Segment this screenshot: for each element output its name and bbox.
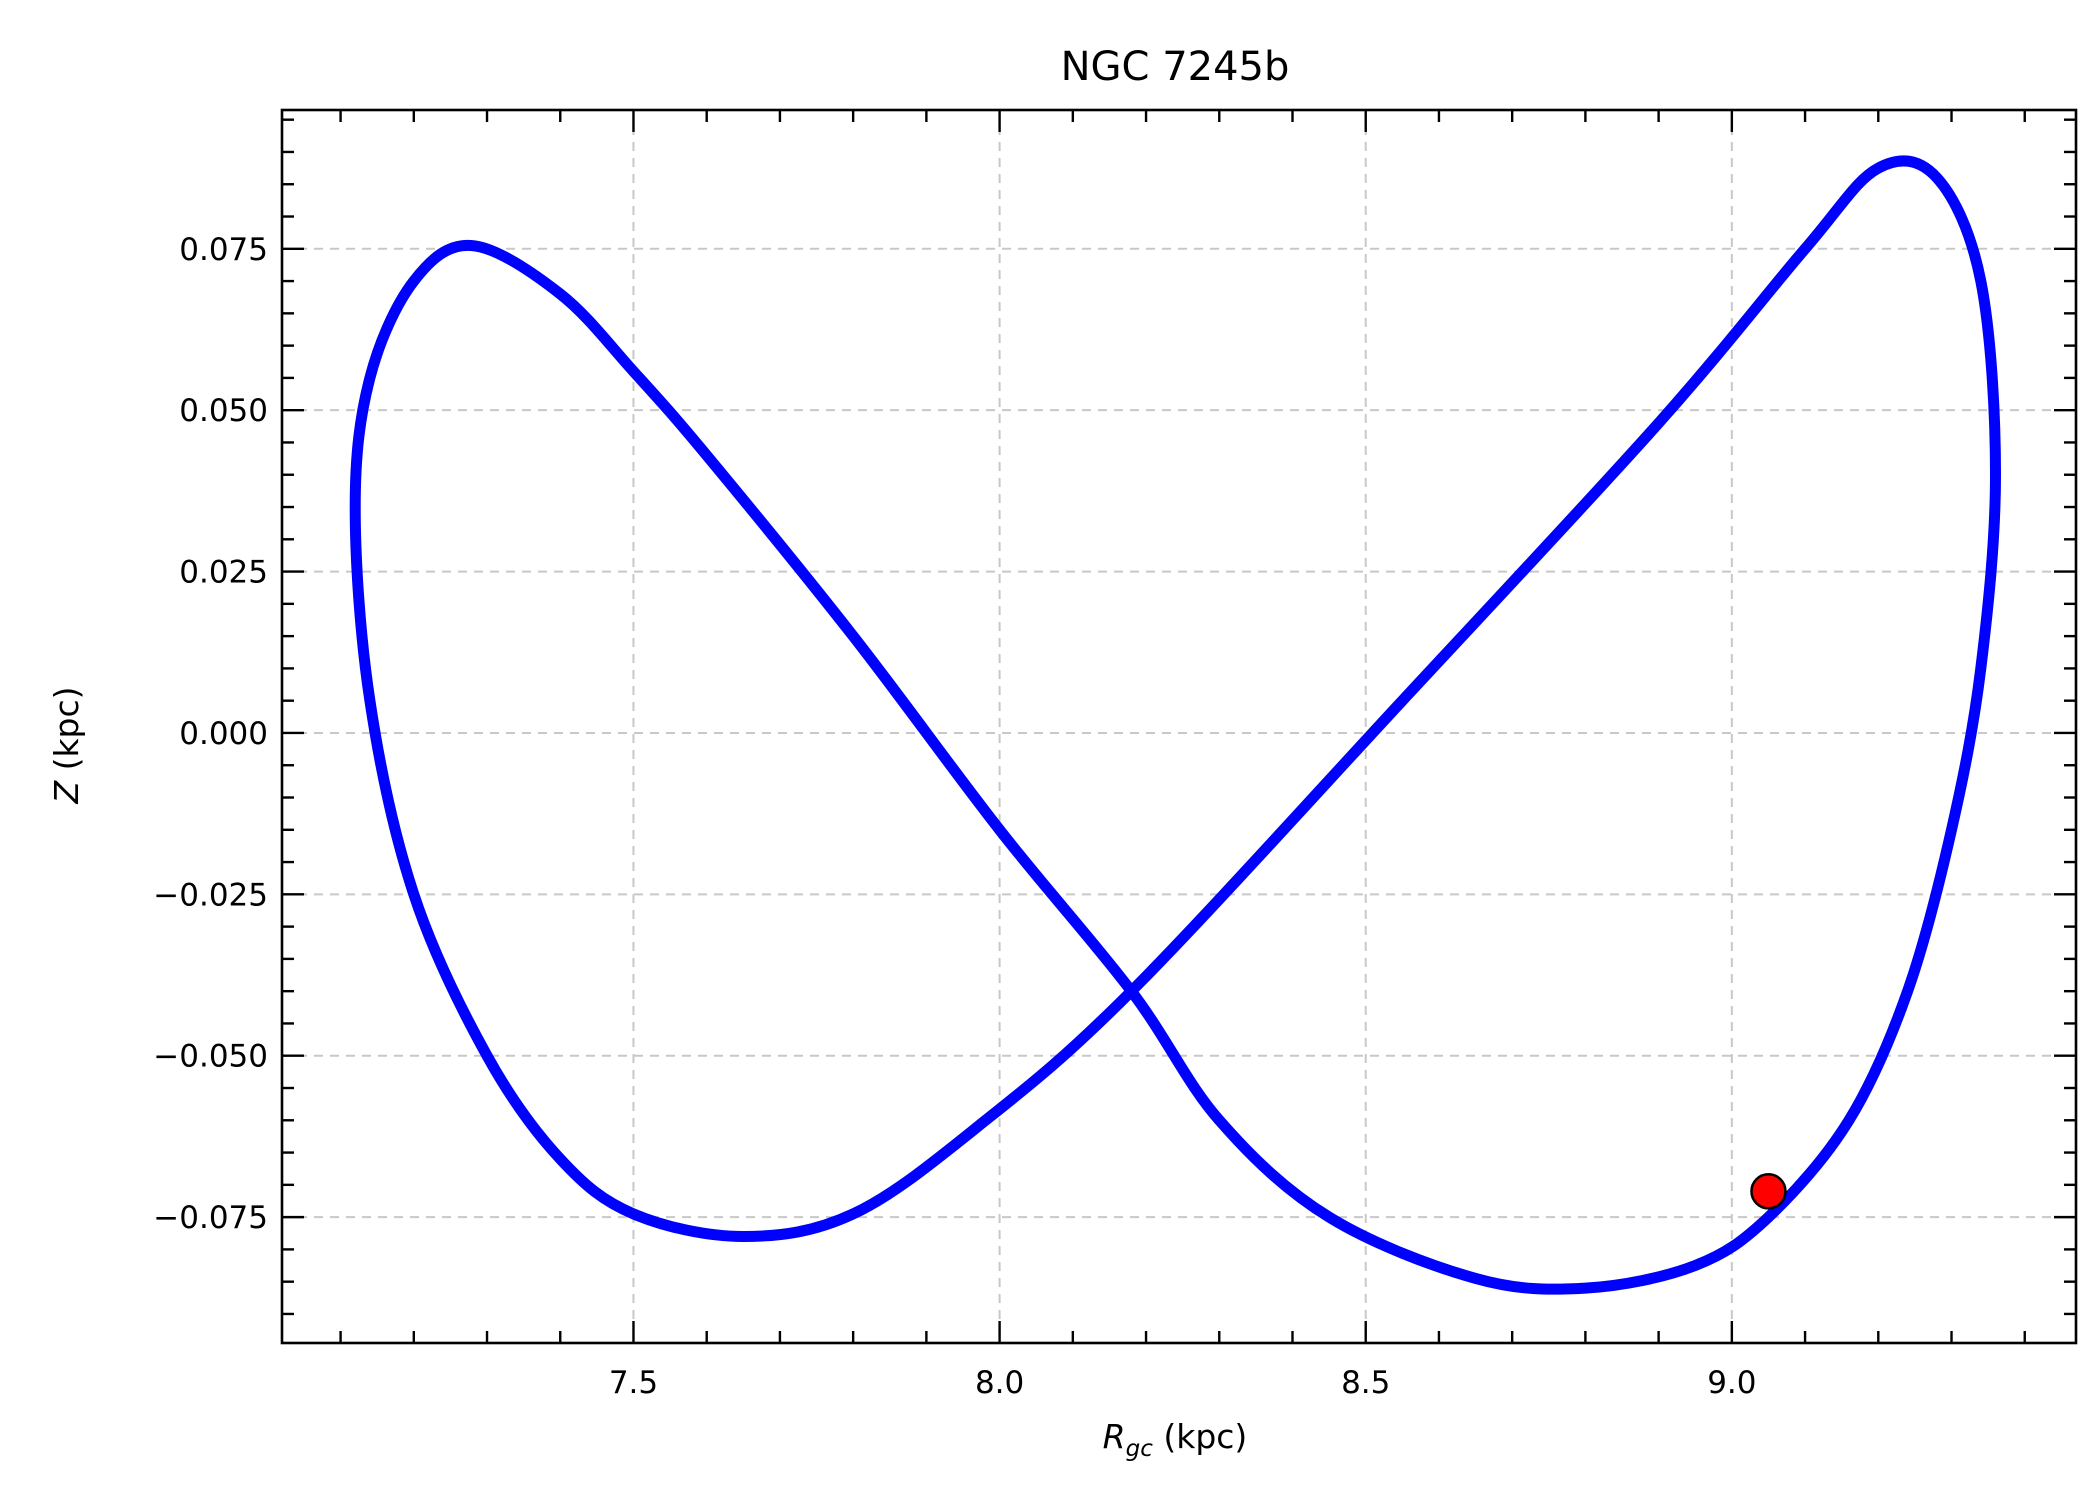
tick-labels: 7.5 8.0 8.5 9.0 −0.075 −0.050 −0.025 0.000 0.025… bbox=[153, 232, 1756, 1401]
grid-lines bbox=[282, 110, 2076, 1343]
current-position-marker bbox=[1750, 1173, 1787, 1210]
x-tick-label: 9.0 bbox=[1707, 1365, 1756, 1401]
x-axis-label-subscript: gc bbox=[1126, 1436, 1154, 1462]
x-tick-label: 7.5 bbox=[609, 1365, 658, 1401]
y-tick-label: −0.050 bbox=[153, 1039, 268, 1075]
y-axis-label-unit: (kpc) bbox=[47, 686, 86, 780]
plot-frame bbox=[280, 108, 2078, 1345]
y-tick-label: −0.025 bbox=[153, 877, 268, 913]
x-axis-label-unit: (kpc) bbox=[1153, 1417, 1247, 1456]
axis-ticks bbox=[282, 110, 2076, 1343]
marker-layer bbox=[1750, 1173, 1787, 1210]
y-tick-label: −0.075 bbox=[153, 1200, 268, 1236]
y-tick-label: 0.025 bbox=[179, 555, 268, 591]
y-tick-label: 0.050 bbox=[179, 393, 268, 429]
x-axis-label-main: R bbox=[1103, 1417, 1126, 1456]
y-axis-label: Z (kpc) bbox=[47, 686, 86, 804]
y-tick-label: 0.075 bbox=[179, 232, 268, 268]
x-tick-label: 8.5 bbox=[1341, 1365, 1390, 1401]
y-tick-label: 0.000 bbox=[179, 716, 268, 752]
orbit-layer bbox=[349, 155, 2001, 1295]
y-axis-label-main: Z bbox=[47, 780, 86, 805]
x-tick-label: 8.0 bbox=[975, 1365, 1024, 1401]
x-axis-label: Rgc (kpc) bbox=[1103, 1417, 1248, 1462]
orbit-path bbox=[349, 155, 2001, 1295]
chart-title: NGC 7245b bbox=[1061, 44, 1290, 90]
